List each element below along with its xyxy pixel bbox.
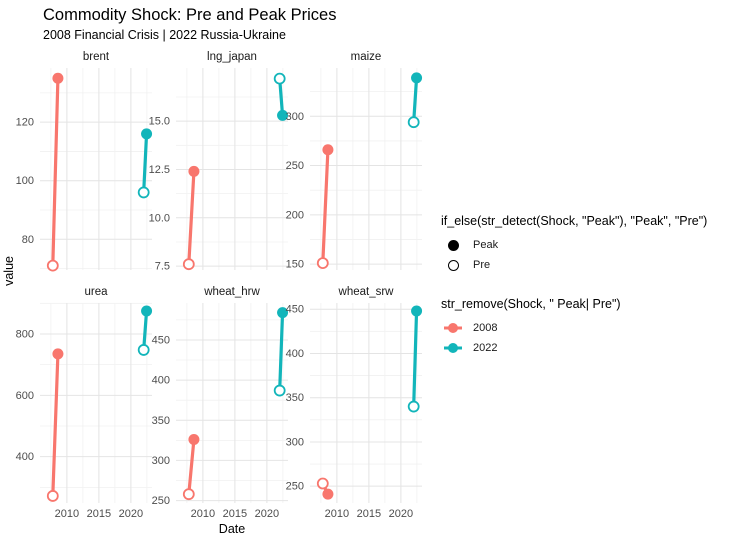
y-tick-label-wheat_hrw: 250 xyxy=(152,495,170,507)
legend-item-peak: Peak xyxy=(441,235,707,255)
peak-filled-circle-icon xyxy=(447,239,459,251)
wheat_srw-2022-pre-point xyxy=(407,400,420,413)
y-tick-label-lng_japan: 15.0 xyxy=(149,116,170,128)
urea-2022-peak-point xyxy=(141,305,153,317)
legend-label-peak: Peak xyxy=(473,239,499,251)
facet-strip-brent: brent xyxy=(83,51,110,63)
wheat_hrw-2008-peak-point xyxy=(188,434,200,446)
maize-2022-segment xyxy=(412,76,419,124)
y-tick-label-maize: 200 xyxy=(286,209,304,221)
facet-strip-lng_japan: lng_japan xyxy=(207,51,257,63)
x-tick-label: 2010 xyxy=(325,508,349,520)
wheat_srw-2022-peak-point xyxy=(411,305,423,317)
facet-strip-wheat_hrw: wheat_hrw xyxy=(203,286,260,298)
pre-open-circle-icon xyxy=(447,259,459,271)
wheat_hrw-2008-segment xyxy=(187,437,196,496)
facet-strip-maize: maize xyxy=(351,51,382,63)
y-tick-label-urea: 400 xyxy=(16,451,34,463)
legend-shape: if_else(str_detect(Shock, "Peak"), "Peak… xyxy=(441,214,707,275)
y-tick-label-brent: 80 xyxy=(22,234,34,246)
y-tick-label-urea: 600 xyxy=(16,390,34,402)
y-axis-title: value xyxy=(2,256,16,286)
y-tick-label-maize: 300 xyxy=(286,111,304,123)
legend-label-2008: 2008 xyxy=(473,322,498,334)
lng_japan-2008-peak-point xyxy=(188,165,200,177)
y-tick-label-wheat_hrw: 400 xyxy=(152,375,170,387)
y-tick-label-maize: 150 xyxy=(286,259,304,271)
legend-item-pre: Pre xyxy=(441,255,707,275)
wheat_hrw-2008-pre-point xyxy=(182,488,195,501)
urea-2008-peak-point xyxy=(52,348,64,360)
brent-2022-segment xyxy=(142,132,149,195)
plot-title: Commodity Shock: Pre and Peak Prices xyxy=(43,6,337,24)
legend-color: str_remove(Shock, " Peak| Pre") 2008 202… xyxy=(441,297,621,358)
facet-strip-urea: urea xyxy=(84,286,108,298)
maize-2008-segment xyxy=(321,148,330,265)
y-tick-label-wheat_hrw: 300 xyxy=(152,455,170,467)
x-axis-title: Date xyxy=(218,522,246,536)
x-tick-label: 2015 xyxy=(223,508,247,520)
brent-2022-pre-point xyxy=(137,186,150,199)
lng_japan-2022-segment xyxy=(278,77,285,117)
wheat_srw-2008-peak-point xyxy=(322,488,334,500)
y-tick-label-lng_japan: 12.5 xyxy=(149,164,170,176)
x-tick-label: 2020 xyxy=(255,508,279,520)
x-tick-label: 2015 xyxy=(357,508,381,520)
urea-2008-pre-point xyxy=(46,490,59,502)
urea-2022-segment xyxy=(142,309,149,352)
legend-item-2008: 2008 xyxy=(441,318,621,338)
y-tick-label-wheat_srw: 450 xyxy=(286,304,304,316)
wheat_srw-2022-segment xyxy=(412,309,419,409)
y-tick-label-maize: 250 xyxy=(286,160,304,172)
y-tick-label-lng_japan: 10.0 xyxy=(149,212,170,224)
maize-2022-pre-point xyxy=(407,116,420,129)
urea-2022-pre-point xyxy=(137,344,150,356)
2008-lollipop-icon xyxy=(444,323,462,333)
x-tick-label: 2015 xyxy=(87,508,111,520)
lng_japan-2008-pre-point xyxy=(182,258,195,271)
lng_japan-2022-pre-point xyxy=(273,72,286,85)
brent-2008-pre-point xyxy=(46,259,59,272)
y-tick-label-lng_japan: 7.5 xyxy=(155,261,170,273)
y-tick-label-wheat_srw: 400 xyxy=(286,348,304,360)
y-tick-label-wheat_srw: 300 xyxy=(286,436,304,448)
legend-label-2022: 2022 xyxy=(473,342,498,354)
y-tick-label-urea: 800 xyxy=(16,328,34,340)
facet-strip-wheat_srw: wheat_srw xyxy=(338,286,395,298)
x-tick-label: 2020 xyxy=(119,508,143,520)
brent-2008-segment xyxy=(51,76,60,268)
maize-2022-peak-point xyxy=(411,72,423,84)
y-tick-label-wheat_hrw: 350 xyxy=(152,415,170,427)
legend-item-2022: 2022 xyxy=(441,338,621,358)
x-tick-label: 2020 xyxy=(389,508,413,520)
y-tick-label-wheat_srw: 350 xyxy=(286,392,304,404)
wheat_srw-2008-pre-point xyxy=(316,477,329,490)
lng_japan-2008-segment xyxy=(187,169,196,266)
y-tick-label-wheat_srw: 250 xyxy=(286,481,304,493)
y-tick-label-brent: 120 xyxy=(16,117,34,129)
legend-color-title: str_remove(Shock, " Peak| Pre") xyxy=(441,297,621,311)
urea-2008-segment xyxy=(51,352,60,498)
y-tick-label-brent: 100 xyxy=(16,175,34,187)
plot-subtitle: 2008 Financial Crisis | 2022 Russia-Ukra… xyxy=(43,28,286,42)
maize-2008-pre-point xyxy=(316,257,329,270)
maize-2008-peak-point xyxy=(322,144,334,156)
legend-shape-title: if_else(str_detect(Shock, "Peak"), "Peak… xyxy=(441,214,708,228)
brent-2008-peak-point xyxy=(52,72,64,84)
wheat_hrw-2022-segment xyxy=(278,311,285,393)
x-tick-label: 2010 xyxy=(191,508,215,520)
brent-2022-peak-point xyxy=(141,128,153,140)
wheat_hrw-2022-pre-point xyxy=(273,384,286,397)
lng_japan-2022-peak-point xyxy=(277,109,289,121)
x-tick-label: 2010 xyxy=(55,508,79,520)
legend-label-pre: Pre xyxy=(473,259,491,271)
2022-lollipop-icon xyxy=(444,343,462,353)
y-tick-label-wheat_hrw: 450 xyxy=(152,334,170,346)
wheat_hrw-2022-peak-point xyxy=(277,307,289,319)
